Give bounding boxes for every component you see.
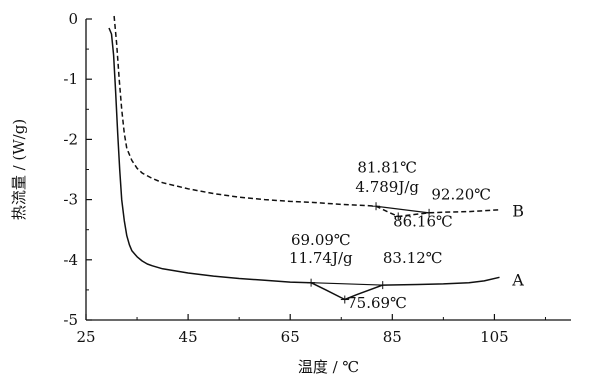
- series-layer: [108, 15, 500, 304]
- series-label-b: B: [512, 201, 524, 220]
- x-axis-label: 温度 / ℃: [298, 358, 359, 376]
- series-line-b: [113, 15, 500, 218]
- y-tick-label: -1: [63, 70, 78, 88]
- annotation-label: 11.74J/g: [289, 249, 353, 267]
- annotation-label: 92.20℃: [431, 186, 491, 204]
- annotation-label: 81.81℃: [357, 159, 417, 177]
- x-tick-label: 25: [76, 328, 95, 346]
- y-tick-label: -5: [63, 311, 78, 329]
- integration-baseline-b: [375, 205, 430, 214]
- annotation-label: 4.789J/g: [355, 178, 419, 196]
- annotation-layer: 69.09℃11.74J/g 83.12℃ 75.69℃ 81.81℃4.789J/g…: [289, 159, 524, 312]
- x-tick-label: 105: [480, 328, 509, 346]
- annotation-label: 86.16℃: [393, 213, 453, 231]
- x-tick-label: 65: [281, 328, 300, 346]
- y-axis-label: 热流量 / (W/g): [10, 119, 28, 220]
- y-tick-label: 0: [68, 10, 78, 28]
- y-tick-label: -3: [63, 191, 78, 209]
- y-tick-label: -4: [63, 251, 78, 269]
- x-tick-label: 85: [383, 328, 402, 346]
- annotation-label: 75.69℃: [347, 294, 407, 312]
- series-label-a: A: [511, 271, 524, 290]
- y-tick-label: -2: [63, 130, 78, 148]
- integration-baseline-a: [311, 282, 383, 286]
- annotation-label: 83.12℃: [383, 249, 443, 267]
- x-tick-label: 45: [179, 328, 198, 346]
- axes: 25 45 65 85 105 0 -1 -2 -3 -4 -5: [63, 10, 571, 346]
- annotation-label: 69.09℃: [291, 231, 351, 249]
